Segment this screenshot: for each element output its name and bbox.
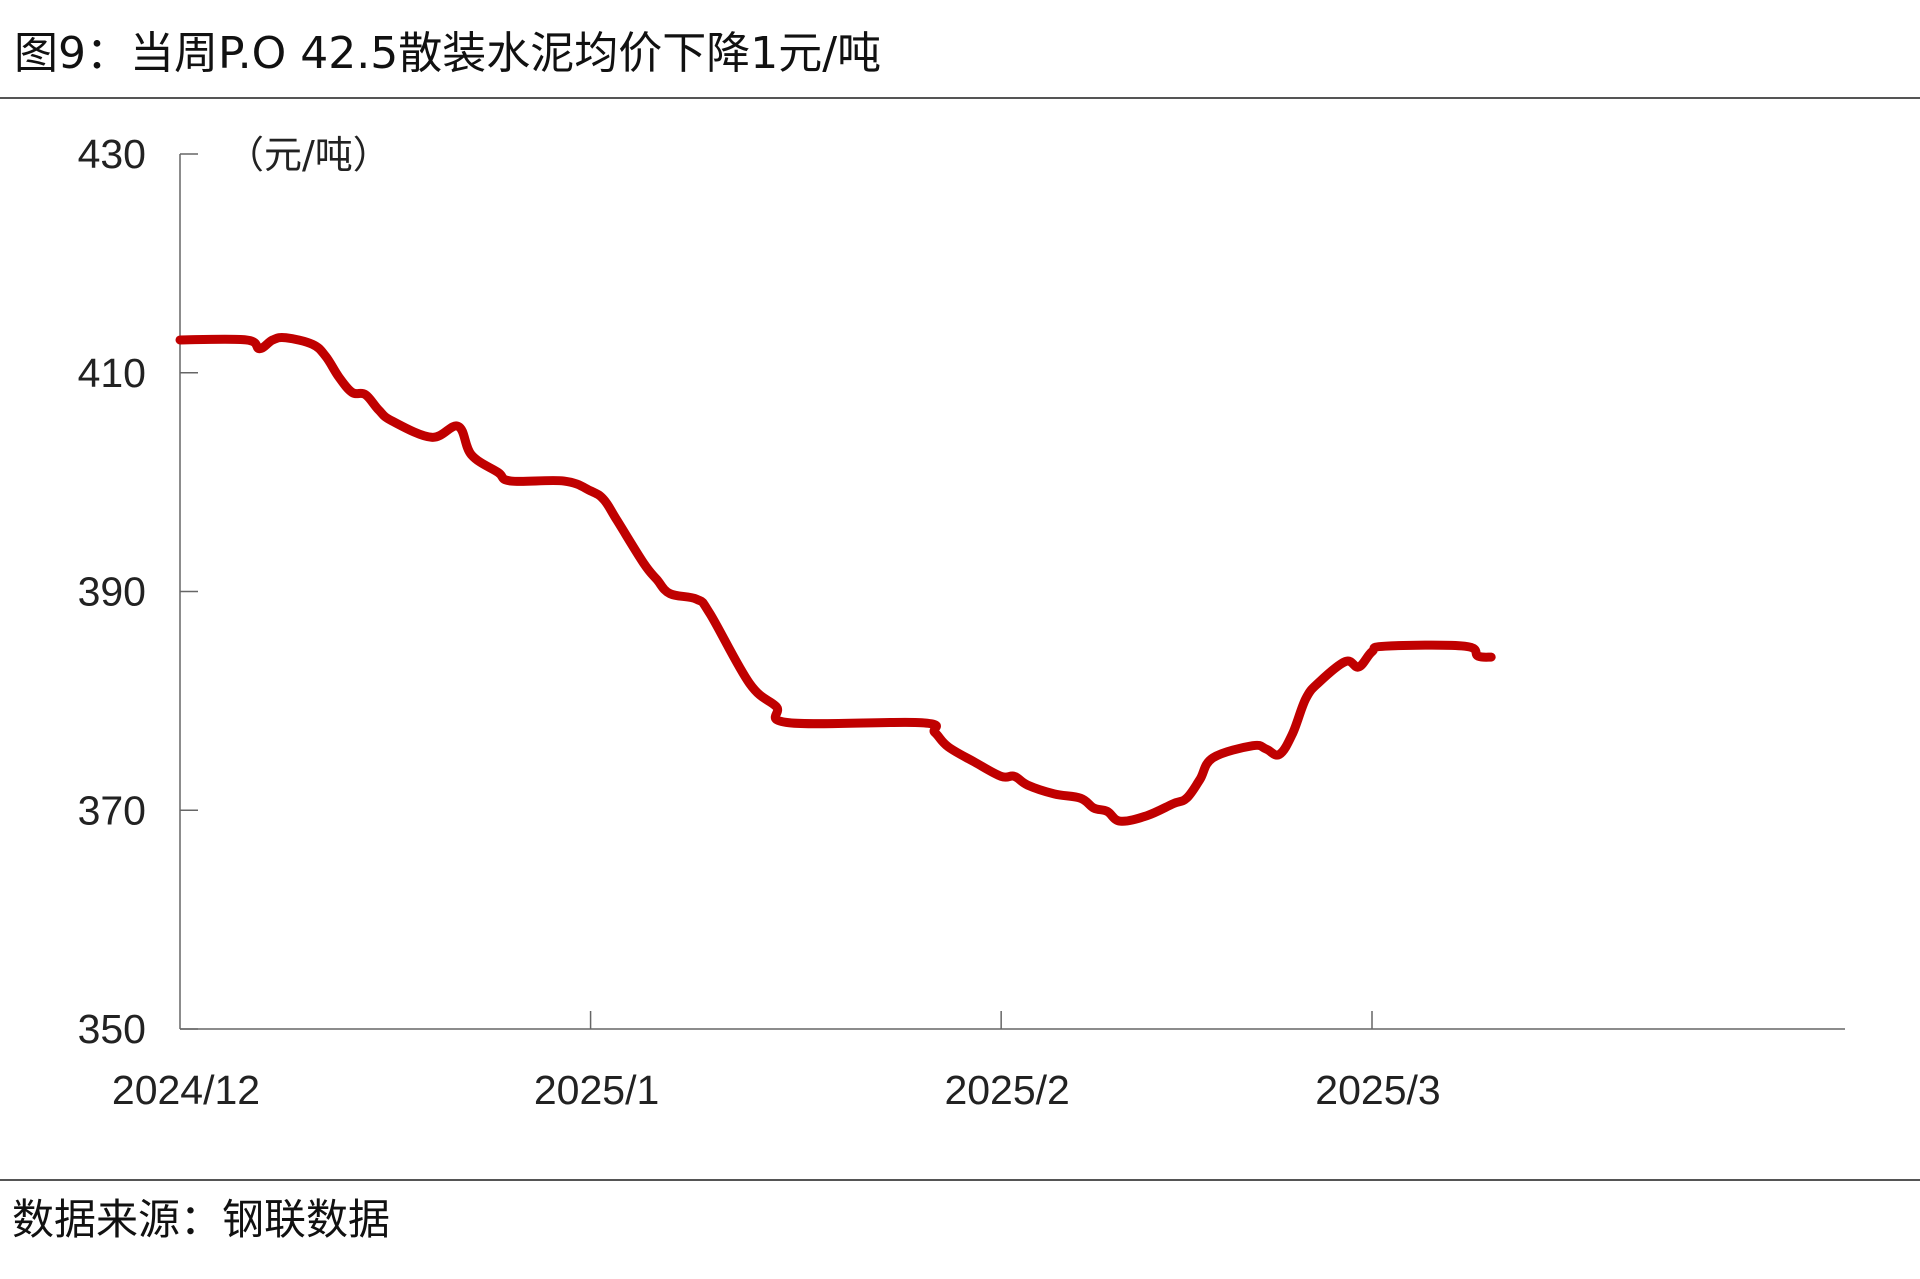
y-tick-label: 370 [78, 787, 146, 833]
price-line [175, 332, 1496, 826]
chart-title: 图9：当周P.O 42.5散装水泥均价下降1元/吨 [14, 28, 881, 79]
x-tick-label: 2025/3 [1315, 1067, 1440, 1113]
axes: 350 370 390 410 430 2024/12 2025/1 2025/2 2025/3 [78, 131, 1845, 1113]
y-tick-label: 430 [78, 131, 146, 177]
y-axis-unit: （元/吨） [226, 133, 391, 177]
x-tick-label: 2025/2 [944, 1067, 1069, 1113]
y-tick-label: 350 [78, 1006, 146, 1052]
y-tick-label: 390 [78, 569, 146, 615]
y-tick-label: 410 [78, 350, 146, 396]
x-tick-label: 2025/1 [534, 1067, 659, 1113]
source-note: 数据来源：钢联数据 [12, 1195, 390, 1244]
plot-area [175, 332, 1496, 826]
x-tick-label: 2024/12 [112, 1067, 260, 1113]
